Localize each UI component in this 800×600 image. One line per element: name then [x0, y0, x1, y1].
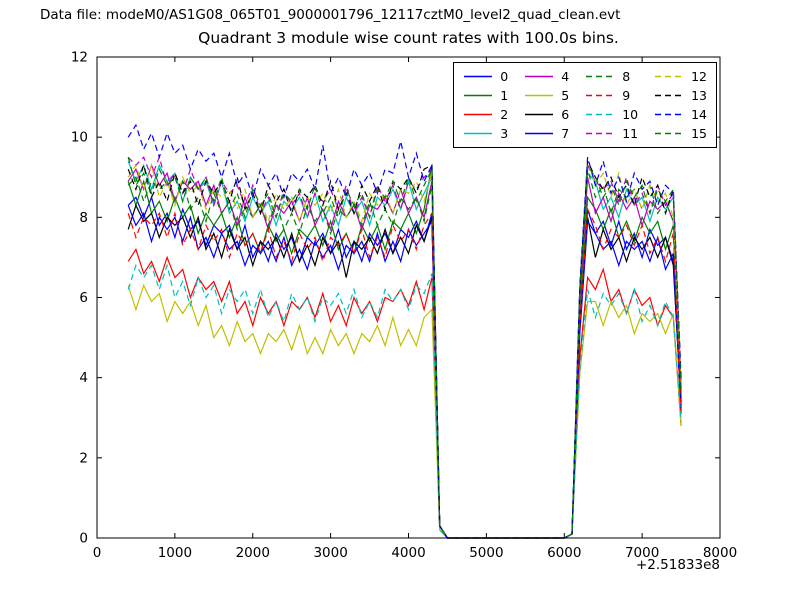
- legend-line-sample: [464, 94, 493, 97]
- legend-label: 4: [561, 69, 570, 84]
- legend-entry-4: 4: [524, 67, 569, 86]
- legend-line-sample: [525, 113, 554, 116]
- y-tick-label: 0: [79, 531, 88, 547]
- legend-entry-1: 1: [463, 86, 508, 105]
- series-line-12: [127, 161, 682, 539]
- y-tick-label: 6: [79, 290, 88, 306]
- legend-label: 9: [622, 88, 631, 103]
- series-line-14: [127, 123, 682, 539]
- legend-label: 5: [561, 88, 570, 103]
- legend-entry-8: 8: [585, 67, 638, 86]
- legend-line-sample: [586, 94, 615, 97]
- legend-entry-11: 11: [585, 124, 638, 143]
- legend-label: 2: [500, 107, 509, 122]
- legend-line-sample: [586, 113, 615, 116]
- legend-entry-0: 0: [463, 67, 508, 86]
- x-tick-label: 5000: [469, 545, 503, 561]
- legend-entry-3: 3: [463, 124, 508, 143]
- legend-column: 8 9 10 11: [585, 67, 638, 143]
- series-line-15: [127, 157, 682, 539]
- legend-label: 15: [691, 126, 707, 141]
- legend-label: 8: [622, 69, 631, 84]
- series-line-1: [127, 165, 682, 539]
- legend-column: 4 5 6 7: [524, 67, 569, 143]
- x-tick-label: 7000: [625, 545, 659, 561]
- legend-line-sample: [464, 132, 493, 135]
- y-tick-label: 8: [79, 210, 88, 226]
- legend-line-sample: [655, 75, 684, 78]
- legend-line-sample: [586, 75, 615, 78]
- legend-label: 3: [500, 126, 509, 141]
- legend-entry-6: 6: [524, 105, 569, 124]
- series-line-9: [127, 207, 682, 539]
- series-line-4: [127, 163, 682, 539]
- chart-title: Quadrant 3 module wise count rates with …: [198, 29, 619, 47]
- series-line-10: [127, 263, 682, 539]
- legend-line-sample: [525, 75, 554, 78]
- legend-label: 7: [561, 126, 570, 141]
- x-tick-label: 6000: [547, 545, 581, 561]
- series-line-2: [127, 248, 682, 539]
- legend-line-sample: [464, 75, 493, 78]
- legend-label: 0: [500, 69, 509, 84]
- legend: 0 1 2 3 4 5 6 7 8 9 10 11 12 13 14 15: [453, 62, 717, 148]
- legend-entry-7: 7: [524, 124, 569, 143]
- legend-label: 13: [691, 88, 707, 103]
- legend-line-sample: [525, 132, 554, 135]
- x-tick-label: 1000: [158, 545, 192, 561]
- legend-label: 6: [561, 107, 570, 122]
- legend-line-sample: [586, 132, 615, 135]
- series-line-11: [127, 155, 682, 539]
- legend-label: 14: [691, 107, 707, 122]
- x-tick-label: 3000: [313, 545, 347, 561]
- series-line-13: [127, 158, 682, 539]
- legend-column: 0 1 2 3: [463, 67, 508, 143]
- legend-entry-2: 2: [463, 105, 508, 124]
- legend-entry-15: 15: [654, 124, 707, 143]
- legend-line-sample: [464, 113, 493, 116]
- y-tick-label: 4: [79, 370, 88, 386]
- legend-entry-5: 5: [524, 86, 569, 105]
- legend-line-sample: [655, 113, 684, 116]
- series-line-5: [127, 283, 682, 539]
- x-tick-label: 0: [93, 545, 102, 561]
- legend-entry-12: 12: [654, 67, 707, 86]
- x-tick-label: 8000: [703, 545, 737, 561]
- y-tick-label: 2: [79, 450, 88, 466]
- legend-label: 11: [622, 126, 639, 141]
- y-tick-label: 10: [71, 130, 88, 146]
- x-axis-offset-label: +2.51833e8: [635, 557, 720, 573]
- legend-label: 12: [691, 69, 707, 84]
- legend-entry-13: 13: [654, 86, 707, 105]
- series-line-8: [127, 169, 682, 539]
- legend-line-sample: [525, 94, 554, 97]
- legend-column: 12 13 14 15: [654, 67, 707, 143]
- legend-label: 10: [622, 107, 639, 122]
- legend-entry-9: 9: [585, 86, 638, 105]
- y-tick-label: 12: [71, 50, 88, 66]
- series-line-7: [127, 205, 682, 539]
- legend-line-sample: [655, 94, 684, 97]
- legend-entry-10: 10: [585, 105, 638, 124]
- series-line-6: [127, 203, 682, 539]
- legend-label: 1: [500, 88, 509, 103]
- legend-entry-14: 14: [654, 105, 707, 124]
- x-tick-label: 2000: [236, 545, 270, 561]
- legend-line-sample: [655, 132, 684, 135]
- x-tick-label: 4000: [391, 545, 425, 561]
- data-file-label: Data file: modeM0/AS1G08_065T01_90000017…: [40, 7, 621, 23]
